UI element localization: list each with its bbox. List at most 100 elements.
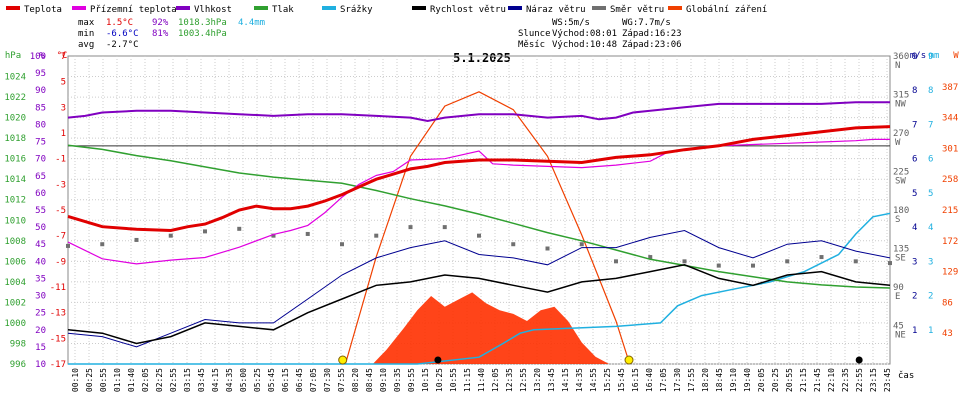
x-tick-label: 09:55: [407, 368, 416, 392]
direction-compass-label: E: [895, 292, 900, 302]
wind-direction-point: [853, 259, 858, 264]
stats-min-hum: 81%: [152, 29, 169, 39]
stats-block: max 1.5°C 92% 1018.3hPa 4.4mm min -6.6°C…: [78, 18, 265, 50]
stats-max-label: max: [78, 18, 95, 28]
x-tick-label: 02:05: [141, 368, 150, 392]
celsius-tick-label: 5: [61, 78, 66, 88]
stats-avg-label: avg: [78, 40, 94, 50]
mm-tick-label: 5: [928, 189, 933, 199]
info-moon-set: Západ:23:06: [622, 40, 682, 50]
hpa-tick-label: 1000: [4, 319, 26, 329]
hpa-tick-label: 1004: [4, 278, 26, 288]
percent-tick-label: 40: [35, 257, 46, 267]
x-tick-label: 03:15: [183, 368, 192, 392]
pressure-line: [67, 144, 891, 289]
wm2-unit-label: W: [953, 51, 959, 61]
percent-tick-label: 95: [35, 69, 46, 79]
celsius-tick-label: -13: [50, 309, 66, 319]
x-tick-label: 05:25: [253, 368, 262, 392]
mm-tick-label: 9: [928, 52, 933, 62]
x-tick-label: 10:55: [449, 368, 458, 392]
direction-compass-label: SW: [895, 177, 906, 187]
sunset-icon: [624, 355, 634, 365]
hpa-tick-label: 1016: [4, 155, 26, 165]
percent-tick-label: 30: [35, 292, 46, 302]
x-tick-label: 18:20: [701, 368, 710, 392]
percent-tick-label: 60: [35, 189, 46, 199]
celsius-tick-label: -3: [55, 180, 66, 190]
x-tick-label: 18:45: [715, 368, 724, 392]
wind-direction-point: [408, 225, 413, 230]
x-tick-label: 06:45: [295, 368, 304, 392]
x-tick-label: 06:15: [281, 368, 290, 392]
x-tick-label: 10:15: [421, 368, 430, 392]
wind-direction-point: [66, 243, 70, 248]
mm-tick-label: 8: [928, 86, 933, 96]
wind-direction-point: [203, 229, 207, 234]
x-tick-label: 01:10: [113, 368, 122, 392]
percent-tick-label: 80: [35, 120, 46, 130]
wind-direction-point: [237, 226, 242, 231]
x-tick-label: 13:20: [533, 368, 542, 392]
direction-tick-label: 360: [893, 52, 909, 62]
info-sun-label: Slunce: [518, 29, 551, 39]
mm-tick-label: 3: [928, 257, 933, 267]
stats-min-label: min: [78, 29, 94, 39]
hpa-tick-label: 1018: [4, 134, 26, 144]
legend-label: Srážky: [340, 5, 373, 15]
legend-item: Směr větru: [592, 5, 664, 15]
hpa-tick-label: 1014: [4, 175, 26, 185]
x-tick-label: 02:25: [155, 368, 164, 392]
moonrise-icon: [434, 356, 442, 364]
x-tick-label: 05:45: [267, 368, 276, 392]
wind-direction-point: [751, 263, 755, 268]
x-tick-label: 04:35: [225, 368, 234, 392]
x-tick-label: 00:10: [71, 368, 80, 392]
wm2-tick-label: 301: [942, 144, 958, 154]
ms-unit-label: m/s: [910, 51, 926, 61]
x-tick-label: 03:45: [197, 368, 206, 392]
legend-swatch: [322, 6, 336, 10]
celsius-tick-label: -9: [55, 257, 66, 267]
x-tick-label: 02:55: [169, 368, 178, 392]
x-tick-label: 07:30: [323, 368, 332, 392]
x-tick-label: 21:45: [813, 368, 822, 392]
axes: hPa% °C9969981000100210041006100810101012…: [4, 51, 959, 370]
solar-radiation-area: [372, 292, 610, 364]
x-tick-label: 17:55: [687, 368, 696, 392]
legend-swatch: [6, 6, 20, 10]
hpa-tick-label: 1024: [4, 73, 26, 83]
wm2-tick-label: 387: [942, 83, 958, 93]
x-tick-label: 12:05: [491, 368, 500, 392]
stats-max-rain: 4.4mm: [238, 18, 265, 28]
percent-tick-label: 25: [35, 309, 46, 319]
x-tick-label: 17:05: [659, 368, 668, 392]
direction-compass-label: NE: [895, 331, 906, 341]
direction-compass-label: W: [895, 138, 901, 148]
temperature-line: [67, 125, 891, 233]
humidity-line: [67, 101, 890, 123]
x-tick-label: 20:25: [771, 368, 780, 392]
x-tick-label: 17:30: [673, 368, 682, 392]
mm-tick-label: 7: [928, 120, 933, 130]
sunrise-icon: [338, 355, 348, 365]
hpa-tick-label: 1008: [4, 237, 26, 247]
legend-swatch: [592, 6, 606, 10]
x-tick-label: 11:15: [463, 368, 472, 392]
ms-tick-label: 9: [912, 52, 917, 62]
x-tick-label: 23:15: [869, 368, 878, 392]
hpa-tick-label: 1006: [4, 257, 26, 267]
x-tick-label: 14:15: [561, 368, 570, 392]
stats-min-temp: -6.6°C: [106, 29, 139, 39]
x-tick-label: 23:45: [883, 368, 892, 392]
hpa-tick-label: 998: [10, 339, 26, 349]
direction-compass-label: SE: [895, 254, 906, 264]
stats-max-hum: 92%: [152, 18, 169, 28]
direction-tick-label: 225: [893, 168, 909, 178]
percent-tick-label: 35: [35, 274, 46, 284]
celsius-tick-label: -15: [50, 334, 66, 344]
x-tick-label: 16:15: [631, 368, 640, 392]
wm2-tick-label: 344: [942, 114, 958, 124]
direction-tick-label: 135: [893, 245, 909, 255]
